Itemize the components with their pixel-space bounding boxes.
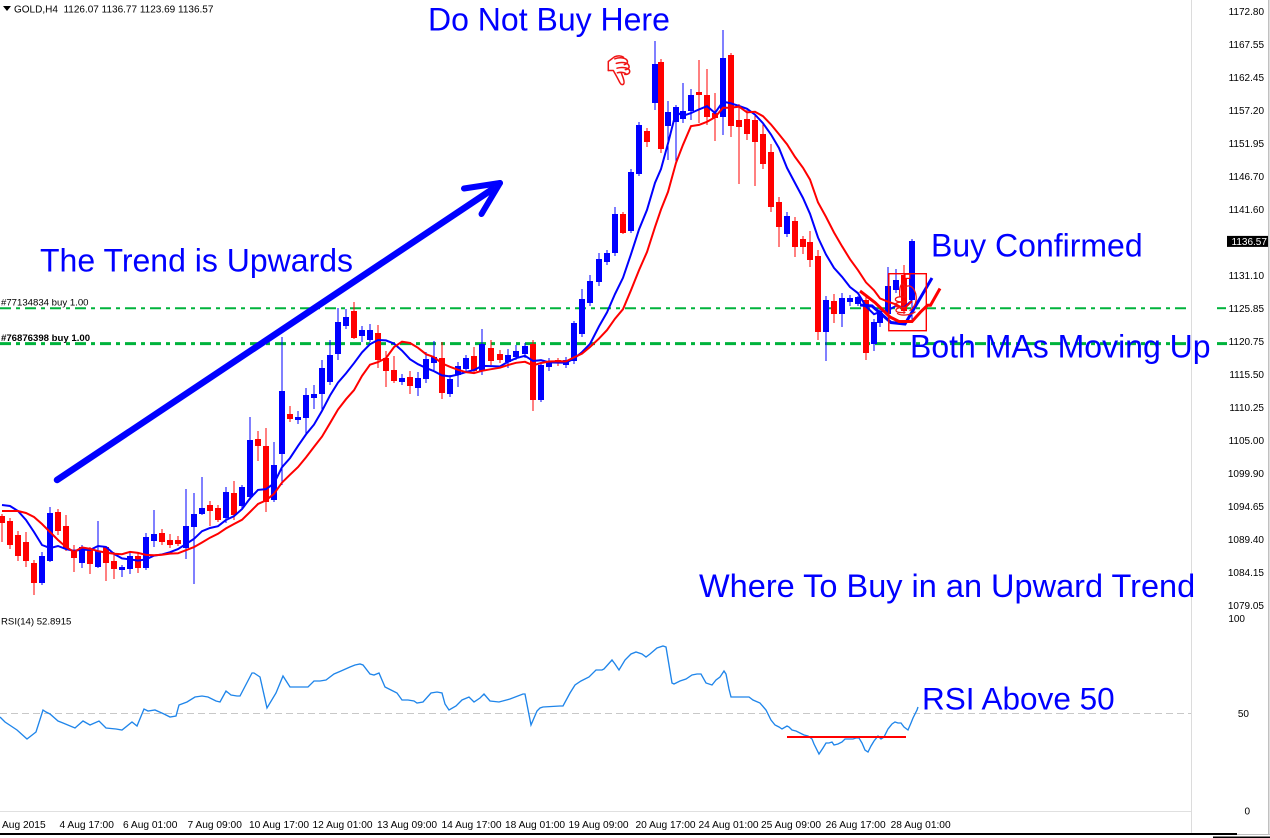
svg-text:20 Aug 17:00: 20 Aug 17:00	[636, 820, 696, 831]
svg-text:1162.45: 1162.45	[1229, 73, 1265, 84]
svg-text:1125.85: 1125.85	[1229, 304, 1265, 315]
svg-text:12 Aug 01:00: 12 Aug 01:00	[313, 820, 373, 831]
svg-text:#76876398 buy 1.00: #76876398 buy 1.00	[1, 333, 90, 344]
svg-text:6 Aug 01:00: 6 Aug 01:00	[123, 820, 178, 831]
svg-text:1151.95: 1151.95	[1229, 139, 1265, 150]
svg-text:1105.00: 1105.00	[1229, 436, 1265, 447]
svg-text:50: 50	[1238, 709, 1250, 720]
svg-text:14 Aug 17:00: 14 Aug 17:00	[442, 820, 502, 831]
svg-text:Where To Buy in an Upward Tren: Where To Buy in an Upward Trend	[699, 568, 1195, 604]
svg-text:1146.70: 1146.70	[1229, 172, 1265, 183]
svg-text:Both MAs Moving Up: Both MAs Moving Up	[910, 329, 1211, 365]
svg-text:28 Aug 01:00: 28 Aug 01:00	[891, 820, 951, 831]
svg-text:24 Aug 01:00: 24 Aug 01:00	[699, 820, 759, 831]
svg-text:RSI(14) 52.8915: RSI(14) 52.8915	[1, 617, 71, 628]
svg-text:13 Aug 09:00: 13 Aug 09:00	[377, 820, 437, 831]
svg-text:25 Aug 09:00: 25 Aug 09:00	[761, 820, 821, 831]
svg-text:10 Aug 17:00: 10 Aug 17:00	[249, 820, 309, 831]
svg-text:Buy Confirmed: Buy Confirmed	[931, 228, 1143, 264]
svg-text:1110.25: 1110.25	[1229, 403, 1264, 414]
svg-text:The Trend is Upwards: The Trend is Upwards	[40, 243, 353, 279]
svg-text:7 Aug 09:00: 7 Aug 09:00	[188, 820, 243, 831]
svg-text:Do Not Buy Here: Do Not Buy Here	[428, 2, 670, 38]
svg-text:1094.65: 1094.65	[1228, 502, 1265, 513]
svg-text:26 Aug 17:00: 26 Aug 17:00	[826, 820, 886, 831]
svg-text:Aug 2015: Aug 2015	[2, 820, 46, 831]
svg-text:1115.50: 1115.50	[1229, 370, 1264, 381]
svg-text:1089.40: 1089.40	[1228, 535, 1265, 546]
svg-text:1167.55: 1167.55	[1229, 40, 1265, 51]
svg-text:1157.20: 1157.20	[1229, 106, 1265, 117]
svg-text:1172.80: 1172.80	[1229, 7, 1265, 18]
svg-text:18 Aug 01:00: 18 Aug 01:00	[505, 820, 565, 831]
svg-text:1079.05: 1079.05	[1228, 601, 1265, 612]
svg-text:#77134834 buy 1.00: #77134834 buy 1.00	[1, 297, 89, 308]
svg-text:100: 100	[1228, 614, 1245, 625]
svg-text:RSI Above 50: RSI Above 50	[922, 681, 1115, 717]
svg-text:1141.60: 1141.60	[1229, 205, 1265, 216]
svg-text:1120.75: 1120.75	[1229, 337, 1265, 348]
svg-text:1084.15: 1084.15	[1228, 568, 1265, 579]
svg-text:1136.57: 1136.57	[1232, 237, 1268, 248]
svg-text:19 Aug 09:00: 19 Aug 09:00	[569, 820, 629, 831]
svg-text:GOLD,H4 1126.07 1136.77 1123.: GOLD,H4 1126.07 1136.77 1123.69 1136.57	[14, 5, 214, 16]
svg-text:4 Aug 17:00: 4 Aug 17:00	[60, 820, 115, 831]
svg-text:1099.90: 1099.90	[1228, 469, 1265, 480]
svg-text:0: 0	[1244, 807, 1250, 818]
svg-text:1131.10: 1131.10	[1229, 271, 1265, 282]
